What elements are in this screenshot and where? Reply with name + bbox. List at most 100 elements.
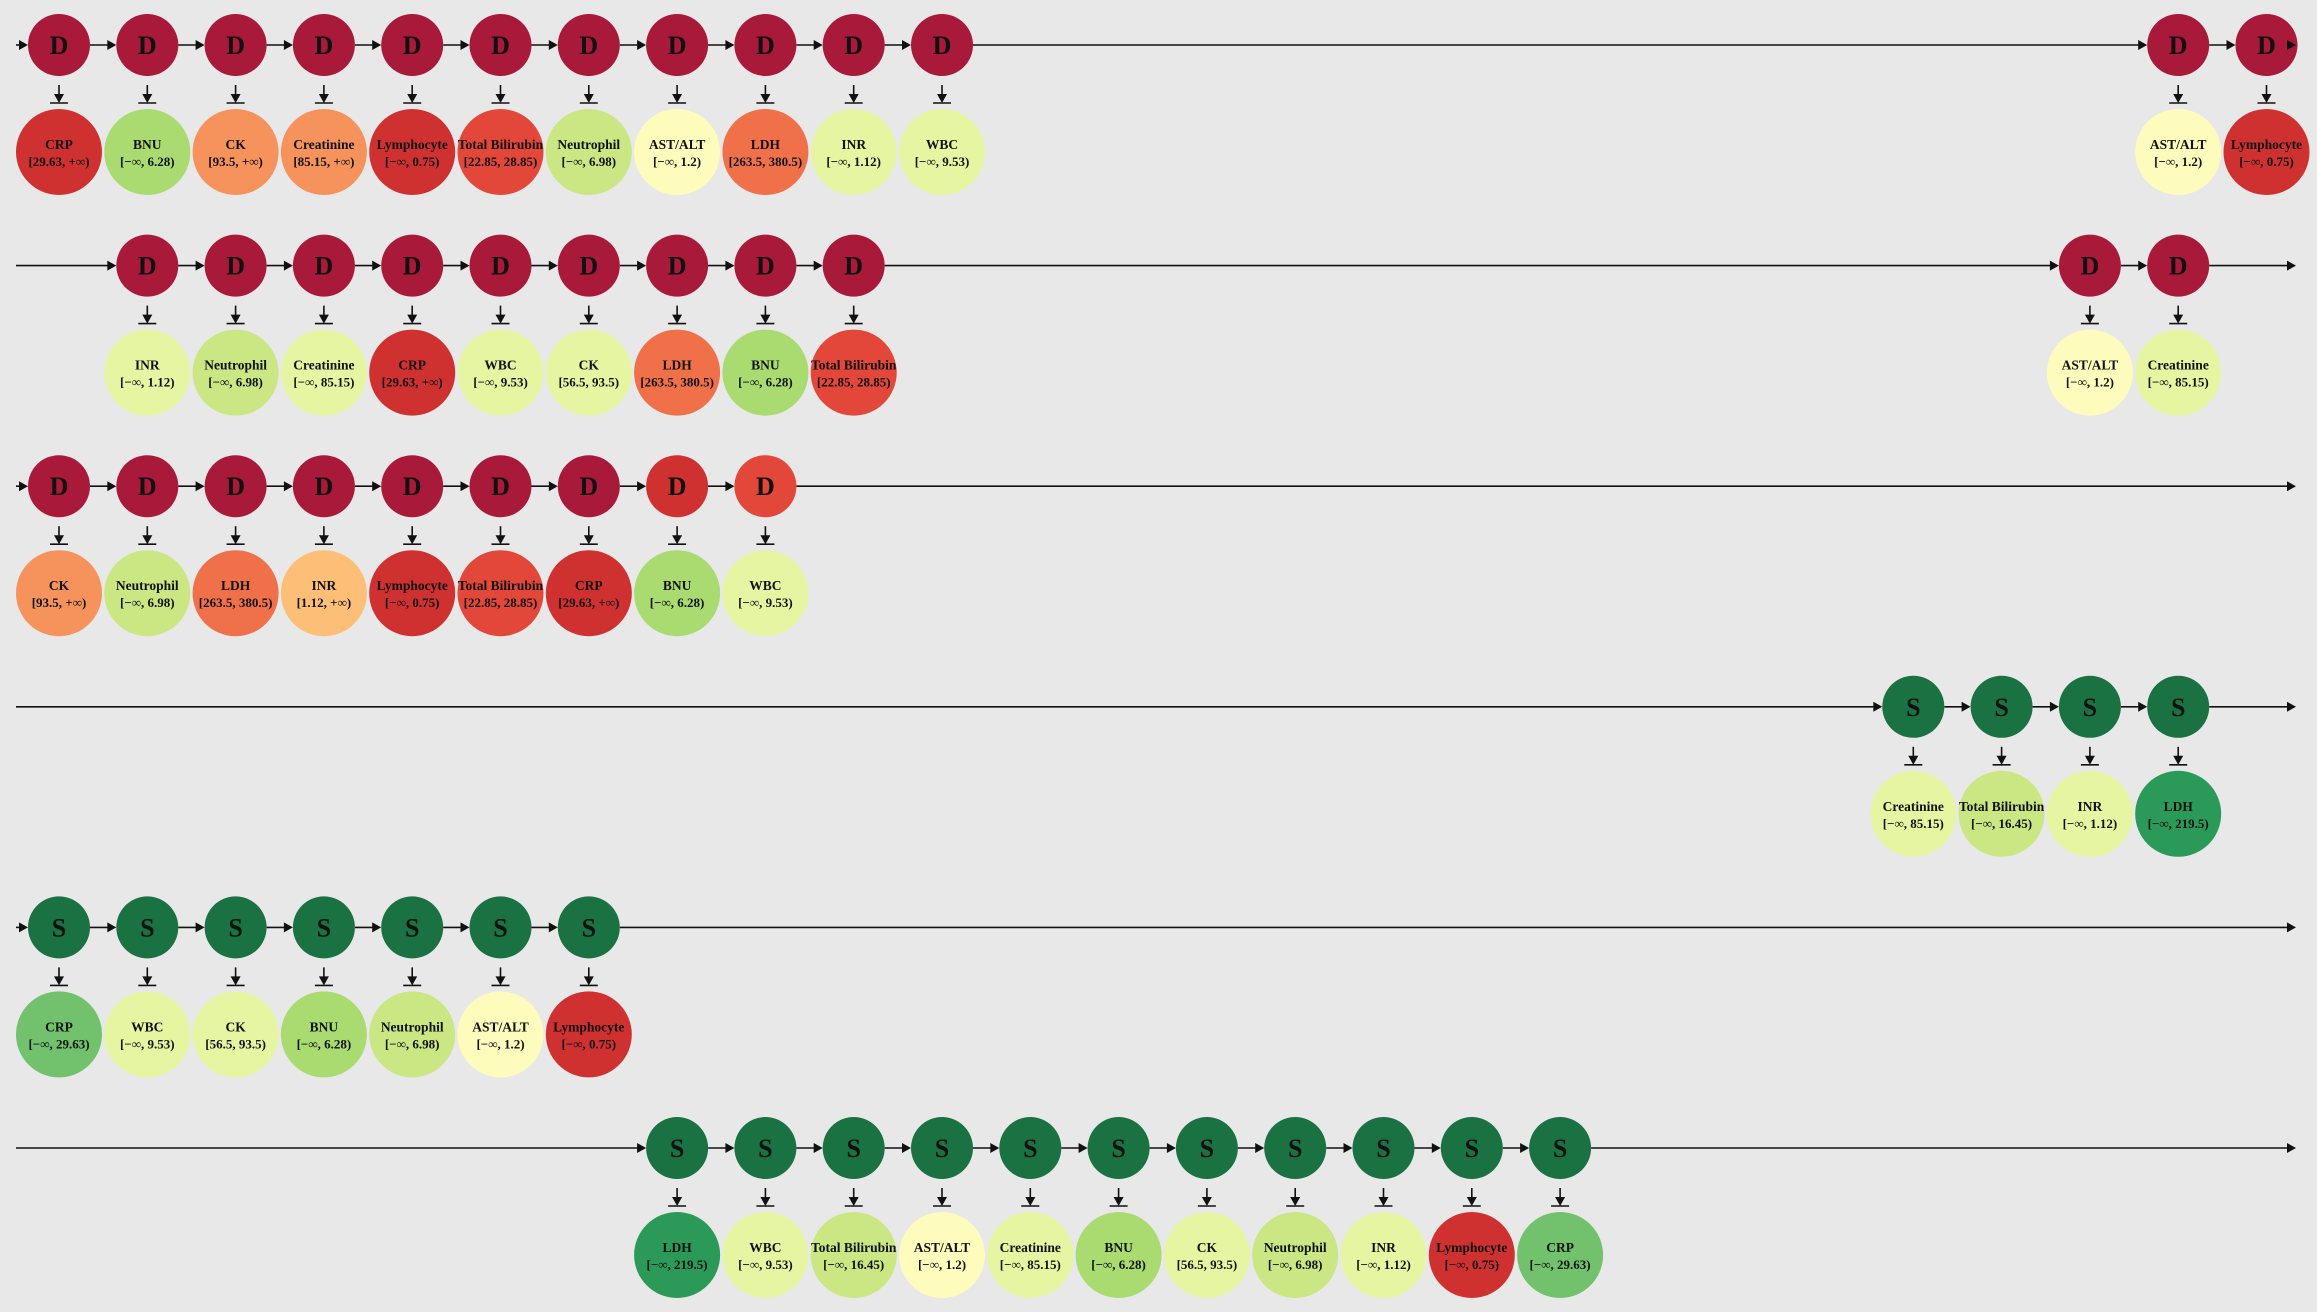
- timeline-arrow: [1873, 701, 1883, 712]
- marker-circle: [2135, 329, 2222, 416]
- state-label: S: [1553, 1134, 1567, 1163]
- connector-arrow: [672, 1197, 683, 1206]
- marker-circle: [634, 329, 721, 416]
- timeline-arrow: [2226, 40, 2236, 50]
- marker-name: Neutrophil: [1264, 1240, 1327, 1255]
- timeline-end-arrow: [2287, 922, 2296, 933]
- connector-arrow: [1290, 1197, 1301, 1206]
- marker-range: [−∞, 0.75): [2239, 154, 2294, 169]
- timeline-arrow: [19, 922, 28, 933]
- marker-range: [−∞, 29.63): [1530, 1257, 1591, 1272]
- marker-circle: [810, 109, 897, 195]
- timeline-end-arrow: [2287, 1143, 2296, 1153]
- marker-name: LDH: [662, 1240, 692, 1255]
- connector-arrow: [230, 314, 241, 324]
- marker-name: Creatinine: [2148, 358, 2209, 373]
- connector-arrow: [318, 535, 329, 545]
- marker-range: [−∞, 85.15): [293, 375, 354, 390]
- timeline-arrow: [195, 922, 205, 933]
- marker-name: AST/ALT: [2150, 137, 2207, 152]
- connector-arrow: [583, 94, 594, 103]
- timeline-arrow: [283, 922, 293, 933]
- marker-circle: [545, 550, 632, 637]
- state-label: S: [2083, 693, 2097, 722]
- state-label: D: [579, 252, 598, 281]
- marker-circle: [280, 329, 367, 416]
- state-node: [1529, 1117, 1592, 1179]
- marker-range: [−∞, 0.75): [385, 595, 440, 610]
- state-label: D: [315, 252, 334, 281]
- state-node: [28, 455, 90, 518]
- connector-arrow: [318, 94, 329, 103]
- state-node: [2235, 14, 2298, 76]
- marker-range: [29.63, +∞): [382, 375, 443, 390]
- marker-name: LDH: [221, 578, 251, 593]
- marker-name: Neutrophil: [116, 578, 179, 593]
- marker-circle: [722, 329, 809, 416]
- state-label: S: [1465, 1134, 1479, 1163]
- timeline-arrow: [902, 1143, 911, 1153]
- marker-range: [−∞, 6.98): [385, 1036, 440, 1051]
- connector-arrow: [2173, 94, 2184, 103]
- state-label: D: [138, 252, 157, 281]
- marker-circle: [810, 329, 897, 416]
- marker-circle: [1517, 1212, 1604, 1298]
- connector-arrow: [142, 535, 153, 545]
- marker-name: CK: [1197, 1240, 1218, 1255]
- connector-arrow: [848, 94, 859, 103]
- marker-name: Creatinine: [293, 137, 354, 152]
- marker-name: Neutrophil: [557, 137, 620, 152]
- marker-name: CRP: [398, 358, 426, 373]
- state-label: D: [138, 472, 157, 501]
- connector-arrow: [230, 535, 241, 545]
- marker-circle: [192, 550, 279, 637]
- timeline-arrow: [1078, 1143, 1088, 1153]
- state-label: S: [1111, 1134, 1125, 1163]
- marker-range: [−∞, 16.45): [823, 1257, 884, 1272]
- marker-range: [−∞, 29.63): [28, 1036, 89, 1051]
- marker-range: [263.5, 380.5): [729, 154, 803, 169]
- connector-arrow: [495, 314, 506, 324]
- timeline-end-arrow: [2287, 40, 2296, 50]
- marker-circle: [1870, 770, 1957, 857]
- marker-range: [−∞, 6.98): [562, 154, 617, 169]
- state-node: [116, 455, 179, 518]
- marker-name: CRP: [45, 1019, 73, 1034]
- connector-arrow: [2084, 755, 2095, 765]
- marker-name: Lymphocyte: [377, 578, 448, 593]
- marker-range: [−∞, 1.2): [918, 1257, 966, 1272]
- timeline-arrow: [2138, 40, 2148, 50]
- marker-range: [56.5, 93.5): [558, 375, 619, 390]
- connector-arrow: [54, 535, 64, 545]
- state-node: [292, 455, 355, 518]
- connector-arrow: [937, 1197, 947, 1206]
- marker-circle: [722, 109, 809, 195]
- marker-range: [−∞, 0.75): [1445, 1257, 1500, 1272]
- marker-name: CRP: [45, 137, 73, 152]
- connector-arrow: [583, 535, 594, 545]
- marker-range: [−∞, 6.28): [297, 1036, 352, 1051]
- timeline-arrow: [460, 922, 470, 933]
- timeline-arrow: [2049, 260, 2059, 271]
- timeline-arrow: [548, 40, 558, 50]
- state-label: D: [579, 472, 598, 501]
- timeline-arrow: [195, 40, 205, 50]
- state-label: S: [2171, 693, 2185, 722]
- connector-arrow: [1908, 755, 1919, 765]
- state-node: [646, 1117, 709, 1179]
- marker-name: Total Bilirubin: [811, 358, 897, 373]
- state-node: [646, 455, 709, 518]
- marker-circle: [280, 550, 367, 637]
- marker-range: [22.85, 28.85): [464, 595, 538, 610]
- state-label: S: [1376, 1134, 1390, 1163]
- state-node: [204, 896, 267, 959]
- marker-range: [263.5, 380.5): [199, 595, 273, 610]
- marker-name: WBC: [131, 1019, 163, 1034]
- state-node: [2147, 14, 2210, 76]
- marker-circle: [1163, 1212, 1250, 1298]
- state-node: [381, 14, 444, 76]
- state-label: D: [756, 31, 775, 60]
- state-label: S: [1994, 693, 2008, 722]
- marker-name: WBC: [749, 1240, 781, 1255]
- marker-name: AST/ALT: [649, 137, 706, 152]
